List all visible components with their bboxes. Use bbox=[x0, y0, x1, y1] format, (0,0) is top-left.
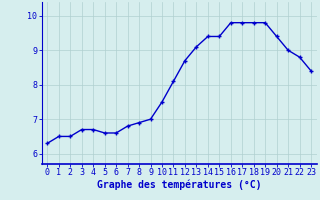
X-axis label: Graphe des températures (°C): Graphe des températures (°C) bbox=[97, 180, 261, 190]
